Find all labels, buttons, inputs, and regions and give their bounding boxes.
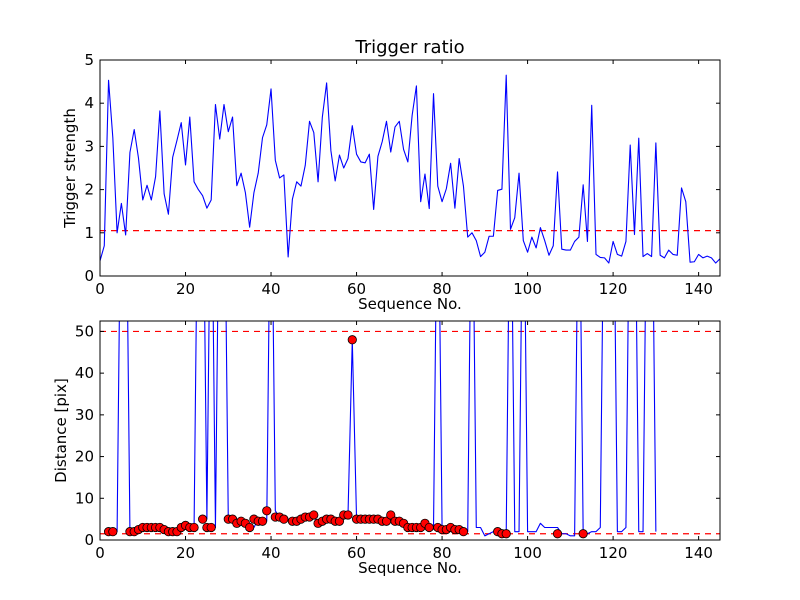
data-point — [424, 522, 434, 533]
x-tick-label: 80 — [433, 544, 452, 562]
y-tick-label: 20 — [75, 448, 94, 466]
data-point — [386, 510, 396, 520]
data-point — [343, 510, 353, 520]
y-tick-label: 0 — [84, 531, 94, 549]
data-point — [279, 514, 289, 524]
x-tick-label: 100 — [513, 544, 542, 562]
x-tick-label: 120 — [599, 280, 628, 298]
data-point — [552, 529, 563, 539]
axes-frame — [99, 320, 721, 541]
plot-layer — [100, 74, 720, 264]
bottom-chart: 0 20 40 60 80 100 120 140 0 10 20 30 40 50 Sequence No… — [52, 320, 721, 577]
data-point — [262, 506, 272, 516]
y-tick-label: 0 — [84, 267, 94, 285]
y-axis-label: Distance [pix] — [52, 378, 70, 483]
data-point — [189, 522, 199, 533]
y-axis-label: Trigger strength — [61, 108, 79, 229]
x-tick-label: 40 — [261, 280, 280, 298]
data-point — [501, 529, 511, 539]
data-point — [578, 529, 588, 539]
x-tick-label: 0 — [95, 280, 105, 298]
x-tick-label: 40 — [261, 544, 280, 562]
y-tick-label: 50 — [75, 322, 94, 340]
x-tick-label: 20 — [176, 544, 195, 562]
top-chart: 0 20 40 60 80 100 120 140 0 1 2 3 4 5 Trigger ratio Seq… — [61, 37, 721, 313]
y-tick-label: 3 — [84, 137, 94, 155]
data-point — [198, 514, 208, 524]
plot-area — [100, 60, 720, 276]
y-tick-label: 10 — [75, 489, 94, 507]
data-point — [458, 527, 469, 537]
series-line — [100, 74, 720, 264]
chart-title: Trigger ratio — [354, 37, 464, 58]
plot-layer — [100, 321, 720, 539]
x-tick-label: 0 — [95, 544, 105, 562]
x-tick-label: 120 — [599, 544, 628, 562]
x-tick-label: 80 — [433, 280, 452, 298]
y-tick-label: 30 — [75, 406, 94, 424]
y-tick-label: 5 — [84, 51, 94, 69]
axes-frame — [99, 59, 721, 277]
x-tick-label: 60 — [347, 280, 366, 298]
data-point — [206, 522, 216, 533]
x-tick-label: 140 — [684, 544, 713, 562]
data-point — [309, 510, 319, 520]
y-tick-label: 1 — [84, 224, 94, 242]
x-axis-label: Sequence No. — [358, 295, 462, 313]
data-point — [257, 516, 268, 526]
data-point — [347, 335, 357, 345]
x-axis-label: Sequence No. — [358, 559, 462, 577]
y-tick-label: 40 — [75, 364, 94, 382]
y-tick-label: 4 — [84, 94, 94, 112]
data-point — [108, 527, 118, 537]
x-tick-label: 100 — [513, 280, 542, 298]
x-tick-label: 140 — [684, 280, 713, 298]
y-tick-label: 2 — [84, 181, 94, 199]
x-tick-label: 20 — [176, 280, 195, 298]
data-point — [245, 522, 255, 533]
x-tick-label: 60 — [347, 544, 366, 562]
data-point — [334, 516, 345, 526]
